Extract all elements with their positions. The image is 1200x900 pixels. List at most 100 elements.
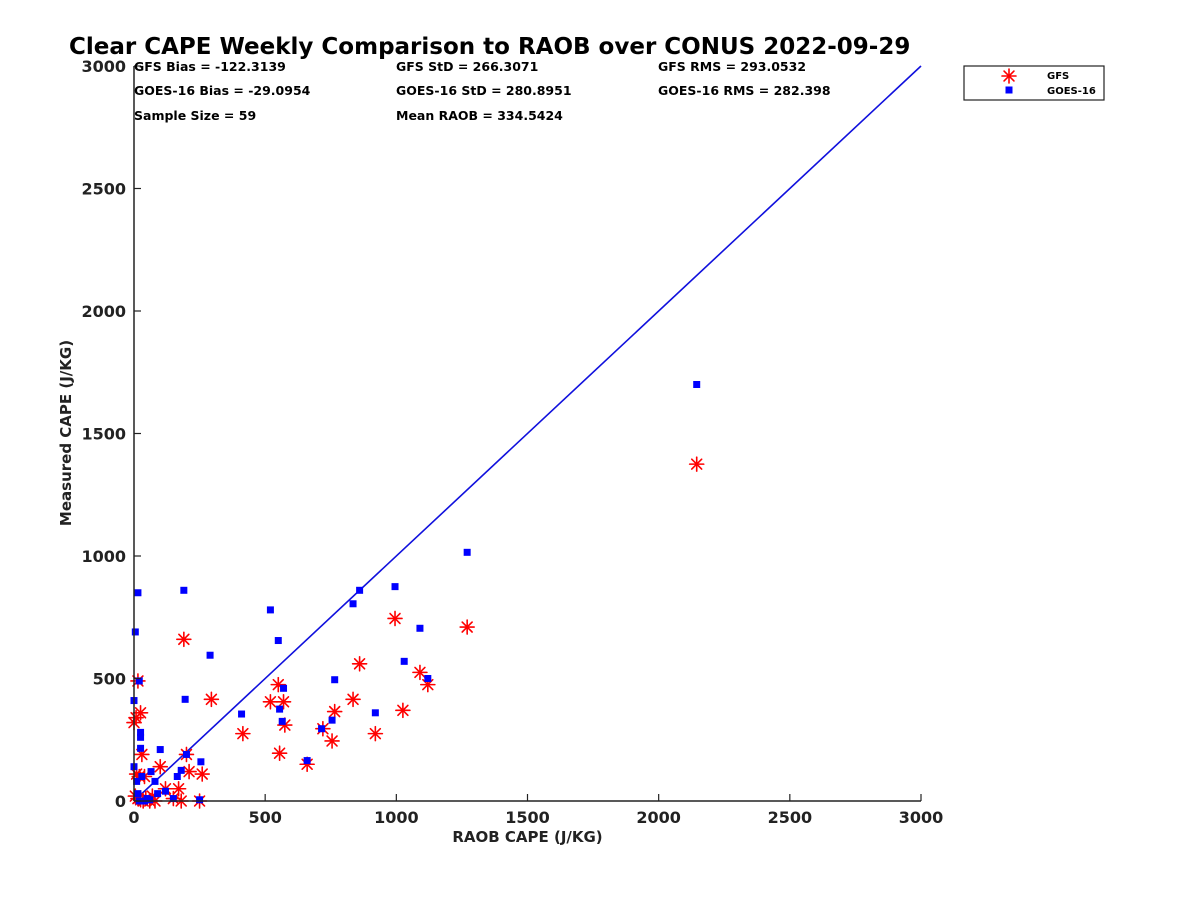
x-axis-label: RAOB CAPE (J/KG) — [452, 828, 602, 846]
goes16-point — [156, 746, 164, 754]
stat-goes-std: GOES-16 StD = 280.8951 — [396, 83, 572, 98]
goes16-point — [463, 548, 471, 556]
gfs-point — [395, 702, 411, 719]
gfs-point — [351, 655, 368, 672]
goes16-point — [137, 744, 145, 752]
y-tick-label: 0 — [115, 792, 126, 811]
goes16-point — [197, 758, 205, 766]
goes16-point — [266, 606, 274, 614]
stats-block: GFS Bias = -122.3139 GFS StD = 266.3071 … — [134, 59, 831, 123]
legend-goes16-label: GOES-16 — [1047, 86, 1096, 97]
gfs-point — [235, 725, 251, 742]
goes16-point — [147, 768, 155, 776]
goes16-point — [181, 695, 189, 703]
goes16-point — [146, 796, 154, 804]
one-to-one-line — [133, 65, 922, 802]
goes16-point — [303, 757, 311, 765]
goes16-point — [151, 777, 159, 785]
stat-mean-raob: Mean RAOB = 334.5424 — [396, 108, 563, 123]
gfs-point — [326, 703, 343, 720]
gfs-series — [126, 456, 705, 809]
stat-goes-bias: GOES-16 Bias = -29.0954 — [134, 83, 311, 98]
stat-sample-size: Sample Size = 59 — [134, 108, 256, 123]
gfs-point — [132, 704, 149, 721]
gfs-point — [262, 693, 279, 710]
goes16-point — [161, 787, 169, 795]
gfs-point — [203, 691, 220, 708]
goes16-point — [349, 600, 357, 608]
goes16-point — [274, 637, 282, 645]
x-tick-label: 500 — [248, 808, 281, 827]
goes16-point — [278, 717, 286, 725]
x-tick-label: 3000 — [899, 808, 944, 827]
goes16-point — [371, 709, 379, 717]
gfs-point — [324, 733, 340, 749]
y-tick-label: 3000 — [81, 57, 126, 76]
stat-gfs-rms: GFS RMS = 293.0532 — [658, 59, 806, 74]
gfs-point — [271, 745, 288, 762]
goes16-point — [134, 790, 142, 798]
gfs-point — [176, 631, 192, 648]
goes16-point — [133, 777, 141, 785]
stat-gfs-std: GFS StD = 266.3071 — [396, 59, 538, 74]
y-axis-label: Measured CAPE (J/KG) — [57, 340, 75, 526]
y-ticks: 0 500 1000 1500 2000 2500 3000 — [81, 57, 141, 811]
goes16-point — [177, 766, 185, 774]
goes16-point — [416, 624, 424, 632]
x-tick-label: 2000 — [636, 808, 681, 827]
goes16-point — [180, 586, 188, 594]
gfs-point — [387, 610, 403, 627]
legend: GFS GOES-16 — [963, 65, 1105, 101]
goes16-point — [424, 675, 432, 682]
goes16-point — [331, 676, 339, 684]
goes16-point — [182, 750, 190, 758]
x-tick-label: 1500 — [505, 808, 550, 827]
goes16-point — [400, 657, 408, 665]
goes16-point — [154, 790, 162, 798]
chart-title: Clear CAPE Weekly Comparison to RAOB ove… — [69, 34, 910, 60]
gfs-point — [194, 766, 211, 782]
gfs-point — [367, 725, 384, 742]
y-tick-label: 500 — [93, 670, 126, 689]
x-ticks: 0 500 1000 1500 2000 2500 3000 — [128, 794, 943, 827]
goes16-point — [238, 710, 246, 718]
y-tick-label: 1500 — [81, 425, 126, 444]
gfs-point — [688, 456, 705, 472]
goes16-point — [134, 589, 142, 597]
plot-area — [126, 65, 922, 809]
y-tick-label: 2000 — [81, 302, 126, 321]
gfs-point — [170, 780, 187, 797]
legend-gfs-label: GFS — [1047, 71, 1069, 82]
y-tick-label: 2500 — [81, 180, 126, 199]
gfs-point — [275, 693, 292, 710]
axes: 0 500 1000 1500 2000 2500 3000 0 500 1000 1500 200… — [81, 57, 943, 827]
y-tick-label: 1000 — [81, 547, 126, 566]
legend-gfs-asterisk — [1001, 68, 1017, 84]
stat-goes-rms: GOES-16 RMS = 282.398 — [658, 83, 831, 98]
goes16-point — [131, 628, 139, 636]
legend-gfs-marker — [1001, 68, 1017, 84]
x-tick-label: 2500 — [768, 808, 813, 827]
goes16-point — [276, 705, 284, 713]
goes16-series — [130, 381, 701, 805]
goes16-point — [196, 796, 204, 804]
goes16-point — [318, 725, 326, 733]
goes16-point — [356, 586, 364, 594]
gfs-point — [270, 676, 287, 693]
legend-box — [963, 65, 1105, 101]
goes16-point — [391, 583, 399, 591]
x-tick-label: 0 — [128, 808, 139, 827]
x-tick-label: 1000 — [374, 808, 419, 827]
legend-goes16-marker — [1005, 86, 1013, 94]
goes16-point — [280, 684, 288, 692]
stat-gfs-bias: GFS Bias = -122.3139 — [134, 59, 286, 74]
goes16-point — [169, 795, 177, 803]
gfs-point — [459, 619, 475, 635]
gfs-point — [152, 758, 169, 775]
goes16-point — [138, 773, 146, 780]
goes16-point — [135, 677, 143, 685]
goes16-point — [693, 381, 701, 388]
goes16-point — [206, 651, 214, 659]
goes16-point — [137, 728, 145, 736]
